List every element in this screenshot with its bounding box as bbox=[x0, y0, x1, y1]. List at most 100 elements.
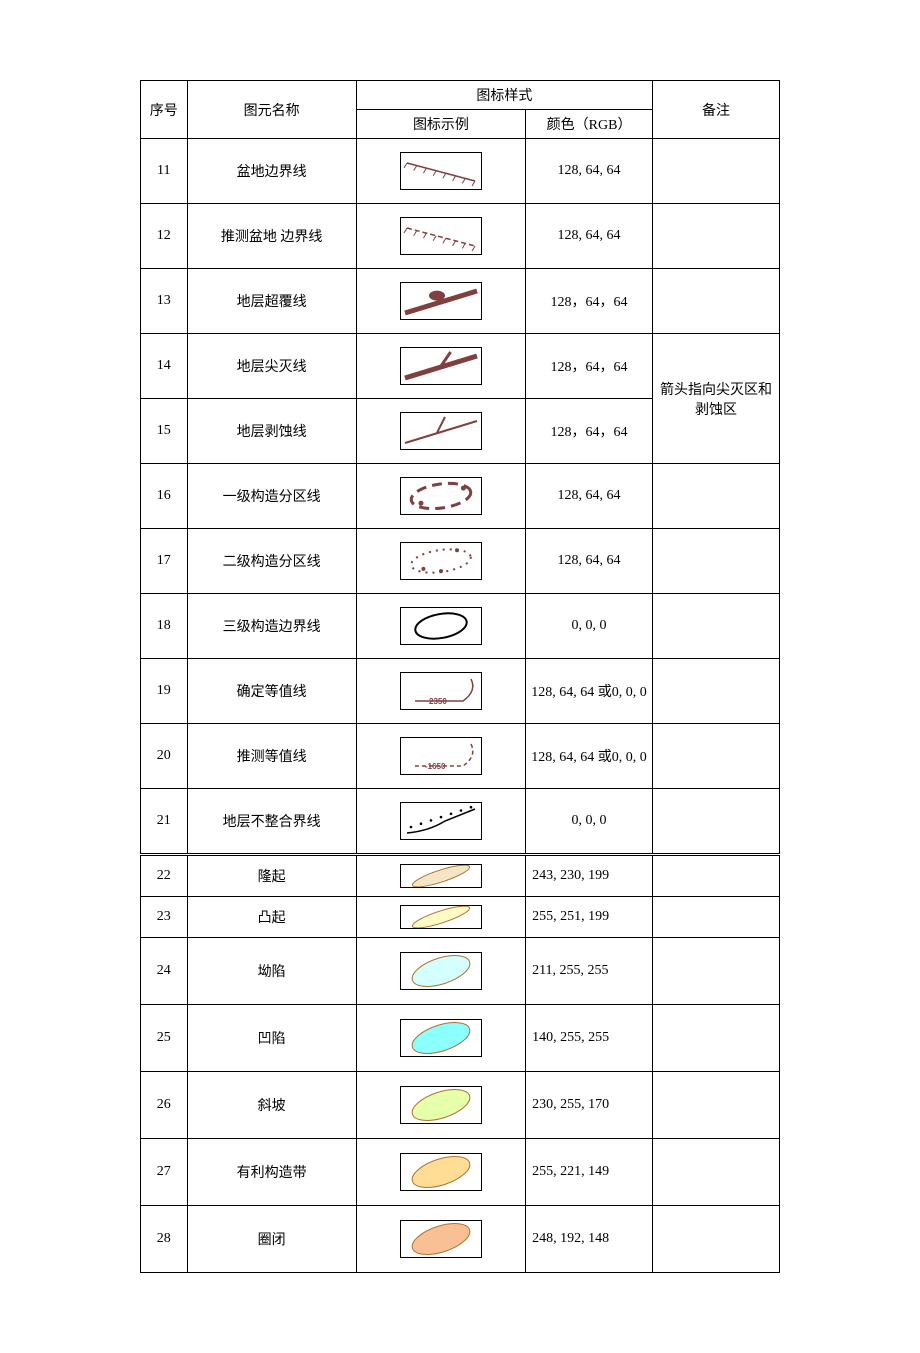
cell-note bbox=[653, 529, 780, 594]
cell-note bbox=[653, 1139, 780, 1206]
cell-seq: 21 bbox=[141, 789, 188, 855]
cell-seq: 24 bbox=[141, 938, 188, 1005]
cell-name: 地层超覆线 bbox=[187, 269, 356, 334]
cell-note bbox=[653, 1072, 780, 1139]
cell-icon bbox=[356, 139, 525, 204]
table-row: 22隆起 243, 230, 199 bbox=[141, 855, 780, 897]
legend-table: 序号 图元名称 图标样式 备注 图标示例 颜色（RGB） 11盆地边界线128,… bbox=[140, 80, 780, 1273]
cell-color: 255, 251, 199 bbox=[526, 897, 653, 938]
table-row: 26斜坡 230, 255, 170 bbox=[141, 1072, 780, 1139]
cell-seq: 22 bbox=[141, 855, 188, 897]
cell-icon bbox=[356, 594, 525, 659]
cell-name: 推测等值线 bbox=[187, 724, 356, 789]
cell-color: 128，64，64 bbox=[526, 399, 653, 464]
cell-note bbox=[653, 897, 780, 938]
table-row: 19确定等值线 2350 128, 64, 64 或0, 0, 0 bbox=[141, 659, 780, 724]
cell-note bbox=[653, 1206, 780, 1273]
cell-color: 128, 64, 64 bbox=[526, 204, 653, 269]
cell-icon bbox=[356, 399, 525, 464]
cell-icon bbox=[356, 1139, 525, 1206]
table-header: 序号 图元名称 图标样式 备注 图标示例 颜色（RGB） bbox=[141, 81, 780, 139]
cell-seq: 16 bbox=[141, 464, 188, 529]
cell-icon bbox=[356, 1206, 525, 1273]
hdr-seq: 序号 bbox=[141, 81, 188, 139]
table-row: 11盆地边界线128, 64, 64 bbox=[141, 139, 780, 204]
cell-seq: 20 bbox=[141, 724, 188, 789]
table-row: 28圈闭 248, 192, 148 bbox=[141, 1206, 780, 1273]
cell-color: 255, 221, 149 bbox=[526, 1139, 653, 1206]
cell-seq: 18 bbox=[141, 594, 188, 659]
hdr-color: 颜色（RGB） bbox=[526, 110, 653, 139]
hdr-example: 图标示例 bbox=[356, 110, 525, 139]
table-body: 11盆地边界线128, 64, 6412推测盆地 边界线128, 64, 641… bbox=[141, 139, 780, 1273]
cell-icon bbox=[356, 334, 525, 399]
cell-color: 128, 64, 64 bbox=[526, 464, 653, 529]
hdr-name: 图元名称 bbox=[187, 81, 356, 139]
cell-icon bbox=[356, 1072, 525, 1139]
cell-icon: 2350 bbox=[356, 659, 525, 724]
cell-note bbox=[653, 724, 780, 789]
cell-name: 凹陷 bbox=[187, 1005, 356, 1072]
cell-name: 二级构造分区线 bbox=[187, 529, 356, 594]
table-row: 24坳陷 211, 255, 255 bbox=[141, 938, 780, 1005]
cell-name: 地层不整合界线 bbox=[187, 789, 356, 855]
cell-color: 140, 255, 255 bbox=[526, 1005, 653, 1072]
cell-color: 128, 64, 64 或0, 0, 0 bbox=[526, 659, 653, 724]
cell-seq: 23 bbox=[141, 897, 188, 938]
cell-name: 凸起 bbox=[187, 897, 356, 938]
svg-text:2350: 2350 bbox=[429, 697, 447, 706]
cell-color: 0, 0, 0 bbox=[526, 594, 653, 659]
cell-icon bbox=[356, 789, 525, 855]
cell-seq: 28 bbox=[141, 1206, 188, 1273]
cell-seq: 25 bbox=[141, 1005, 188, 1072]
cell-seq: 12 bbox=[141, 204, 188, 269]
cell-color: 0, 0, 0 bbox=[526, 789, 653, 855]
cell-seq: 27 bbox=[141, 1139, 188, 1206]
cell-note bbox=[653, 204, 780, 269]
cell-icon bbox=[356, 897, 525, 938]
cell-name: 斜坡 bbox=[187, 1072, 356, 1139]
cell-seq: 11 bbox=[141, 139, 188, 204]
cell-color: 128，64，64 bbox=[526, 334, 653, 399]
table-row: 17二级构造分区线 128, 64, 64 bbox=[141, 529, 780, 594]
cell-name: 地层尖灭线 bbox=[187, 334, 356, 399]
cell-seq: 15 bbox=[141, 399, 188, 464]
cell-note: 箭头指向尖灭区和剥蚀区 bbox=[653, 334, 780, 464]
cell-note bbox=[653, 659, 780, 724]
cell-note bbox=[653, 269, 780, 334]
table-row: 13地层超覆线 128，64，64 bbox=[141, 269, 780, 334]
cell-seq: 19 bbox=[141, 659, 188, 724]
cell-name: 地层剥蚀线 bbox=[187, 399, 356, 464]
cell-note bbox=[653, 1005, 780, 1072]
cell-icon bbox=[356, 204, 525, 269]
hdr-style-group: 图标样式 bbox=[356, 81, 652, 110]
table-row: 25凹陷 140, 255, 255 bbox=[141, 1005, 780, 1072]
cell-name: 有利构造带 bbox=[187, 1139, 356, 1206]
cell-color: 128, 64, 64 bbox=[526, 139, 653, 204]
cell-color: 230, 255, 170 bbox=[526, 1072, 653, 1139]
cell-color: 243, 230, 199 bbox=[526, 855, 653, 897]
cell-name: 确定等值线 bbox=[187, 659, 356, 724]
cell-color: 248, 192, 148 bbox=[526, 1206, 653, 1273]
table-row: 23凸起 255, 251, 199 bbox=[141, 897, 780, 938]
cell-seq: 17 bbox=[141, 529, 188, 594]
cell-name: 一级构造分区线 bbox=[187, 464, 356, 529]
cell-note bbox=[653, 938, 780, 1005]
table-row: 27有利构造带 255, 221, 149 bbox=[141, 1139, 780, 1206]
table-row: 16一级构造分区线 128, 64, 64 bbox=[141, 464, 780, 529]
cell-color: 128, 64, 64 bbox=[526, 529, 653, 594]
cell-icon bbox=[356, 938, 525, 1005]
cell-note bbox=[653, 139, 780, 204]
cell-name: 坳陷 bbox=[187, 938, 356, 1005]
cell-seq: 13 bbox=[141, 269, 188, 334]
cell-color: 211, 255, 255 bbox=[526, 938, 653, 1005]
cell-icon bbox=[356, 269, 525, 334]
table-row: 20推测等值线 -1650128, 64, 64 或0, 0, 0 bbox=[141, 724, 780, 789]
cell-icon bbox=[356, 529, 525, 594]
table-row: 12推测盆地 边界线128, 64, 64 bbox=[141, 204, 780, 269]
cell-icon: -1650 bbox=[356, 724, 525, 789]
cell-name: 隆起 bbox=[187, 855, 356, 897]
svg-text:-1650: -1650 bbox=[425, 762, 446, 771]
cell-seq: 26 bbox=[141, 1072, 188, 1139]
table-row: 18三级构造边界线0, 0, 0 bbox=[141, 594, 780, 659]
